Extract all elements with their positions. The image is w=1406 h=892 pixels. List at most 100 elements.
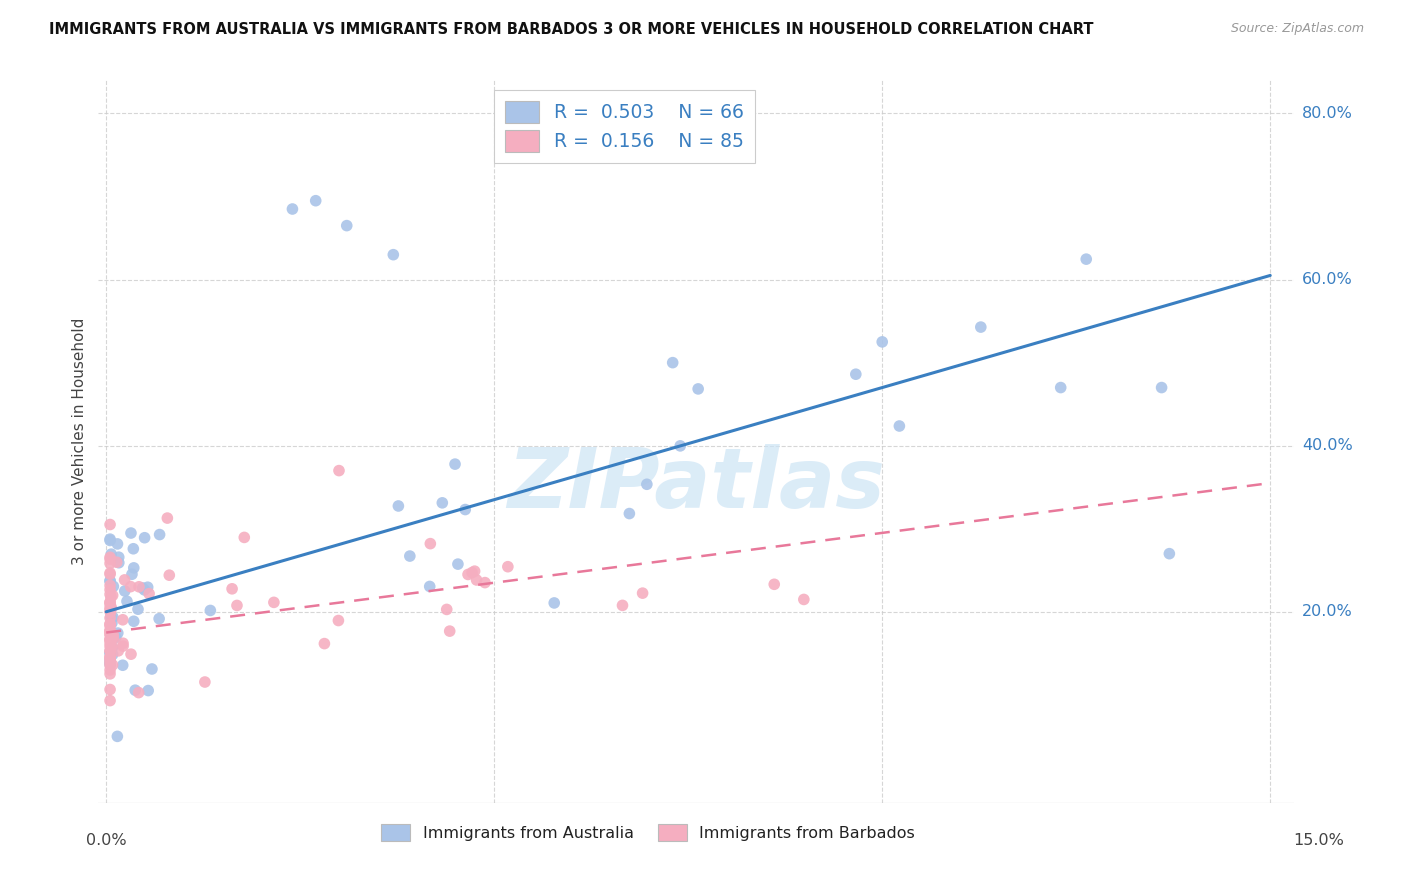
Text: Source: ZipAtlas.com: Source: ZipAtlas.com: [1230, 22, 1364, 36]
Point: [100, 590, 122, 604]
Point: [98, 632, 121, 646]
Point: [105, 730, 128, 744]
Point: [111, 658, 134, 673]
Point: [98, 557, 121, 571]
Point: [98, 666, 121, 681]
Point: [98, 624, 121, 639]
Point: [98, 627, 121, 641]
Point: [98, 517, 121, 532]
Point: [98, 656, 121, 670]
Point: [98, 651, 121, 665]
Point: [98, 693, 121, 707]
Point: [100, 547, 122, 561]
Point: [101, 648, 124, 662]
Point: [98, 654, 121, 668]
Point: [98, 627, 121, 641]
Point: [98, 650, 121, 665]
Point: [98, 644, 121, 658]
Point: [98, 567, 121, 582]
Point: [281, 202, 304, 216]
Point: [98, 587, 121, 601]
Point: [98, 636, 121, 650]
Point: [131, 581, 153, 595]
Point: [128, 685, 150, 699]
Point: [115, 594, 138, 608]
Point: [103, 579, 125, 593]
Point: [98, 624, 121, 639]
Point: [157, 568, 180, 582]
Point: [98, 550, 121, 565]
Point: [636, 477, 658, 491]
Point: [98, 532, 121, 546]
Point: [101, 588, 124, 602]
Point: [101, 657, 124, 672]
Legend: Immigrants from Australia, Immigrants from Barbados: Immigrants from Australia, Immigrants fr…: [374, 816, 922, 849]
Point: [120, 580, 142, 594]
Point: [98, 646, 121, 660]
Point: [112, 636, 135, 650]
Point: [98, 617, 121, 632]
Point: [98, 656, 121, 670]
Y-axis label: 3 or more Vehicles in Household: 3 or more Vehicles in Household: [72, 318, 87, 566]
Point: [382, 248, 405, 262]
Point: [114, 584, 136, 599]
Point: [457, 567, 479, 582]
Point: [194, 675, 217, 690]
Point: [138, 587, 160, 601]
Point: [107, 644, 129, 658]
Point: [398, 549, 420, 563]
Point: [387, 499, 409, 513]
Point: [1159, 547, 1181, 561]
Point: [122, 541, 145, 556]
Point: [148, 612, 170, 626]
Point: [98, 595, 121, 609]
Point: [101, 640, 124, 655]
Point: [200, 603, 222, 617]
Point: [328, 614, 350, 628]
Point: [156, 511, 179, 525]
Point: [107, 550, 129, 565]
Point: [661, 356, 683, 370]
Point: [98, 645, 121, 659]
Point: [444, 457, 467, 471]
Text: 20.0%: 20.0%: [1302, 604, 1353, 619]
Point: [98, 657, 121, 672]
Point: [98, 653, 121, 667]
Point: [98, 663, 121, 677]
Point: [98, 658, 121, 673]
Point: [98, 611, 121, 625]
Point: [314, 637, 336, 651]
Point: [98, 603, 121, 617]
Point: [98, 597, 121, 611]
Point: [98, 566, 121, 580]
Point: [793, 592, 815, 607]
Point: [439, 624, 461, 639]
Point: [134, 582, 156, 597]
Point: [120, 647, 142, 661]
Point: [98, 644, 121, 658]
Point: [98, 600, 121, 615]
Point: [98, 578, 121, 592]
Text: 40.0%: 40.0%: [1302, 438, 1353, 453]
Point: [447, 557, 470, 571]
Point: [120, 526, 142, 541]
Point: [870, 334, 893, 349]
Point: [128, 580, 150, 594]
Point: [100, 604, 122, 618]
Point: [454, 502, 477, 516]
Point: [98, 632, 121, 647]
Point: [464, 564, 486, 578]
Point: [328, 464, 350, 478]
Point: [845, 368, 868, 382]
Point: [103, 628, 125, 642]
Point: [98, 582, 121, 597]
Text: 60.0%: 60.0%: [1302, 272, 1353, 287]
Point: [419, 579, 441, 593]
Point: [149, 527, 172, 541]
Point: [98, 624, 121, 638]
Point: [101, 610, 124, 624]
Point: [1150, 380, 1173, 394]
Point: [107, 626, 129, 640]
Point: [107, 537, 129, 551]
Point: [221, 582, 243, 596]
